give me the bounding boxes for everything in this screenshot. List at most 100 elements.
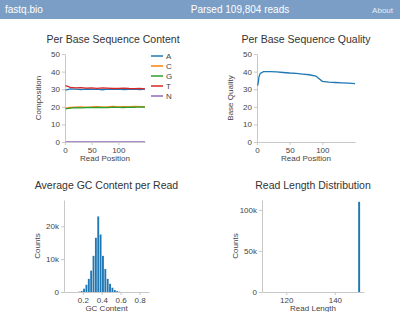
histogram-bar: [81, 291, 83, 292]
tick-mark: [254, 142, 257, 143]
legend-swatch: [151, 85, 163, 87]
about-link[interactable]: About: [372, 6, 394, 15]
legend-label: A: [166, 52, 172, 61]
tick: 120: [280, 292, 294, 305]
tick-mark: [61, 226, 64, 227]
tick-label: 100k: [240, 206, 258, 215]
tick: 140: [329, 292, 343, 305]
tick-label: 20k: [46, 222, 60, 231]
chart: 05010001020304050ACGTNPer Base Sequence …: [34, 33, 180, 163]
tick-label: 0: [255, 146, 260, 155]
tick-mark: [290, 142, 291, 145]
tick-mark: [62, 142, 65, 143]
tick-mark: [254, 124, 257, 125]
tick-mark: [254, 54, 257, 55]
tick: 50: [243, 50, 257, 59]
legend-swatch: [151, 75, 163, 77]
tick-mark: [254, 72, 257, 73]
tick-mark: [61, 259, 64, 260]
tick-mark: [62, 124, 65, 125]
tick-label: 0: [248, 138, 253, 147]
x-axis-title: Read Length: [290, 304, 336, 312]
header-bar: [0, 0, 400, 19]
tick-label: 10: [243, 120, 252, 129]
tick-label: 50k: [244, 247, 258, 256]
tick-mark: [83, 292, 84, 295]
legend-label: C: [166, 62, 172, 71]
tick: 50: [286, 142, 295, 155]
axis-line: [66, 142, 146, 143]
tick-mark: [118, 142, 119, 145]
tick: 30: [243, 85, 257, 94]
chart: 120140050k100kRead Length DistributionRe…: [231, 179, 371, 312]
y-axis: 0 50k 100k: [240, 201, 263, 298]
page: fastq.bioParsed 109,804 readsAbout050100…: [0, 0, 400, 312]
y-axis: 01020304050: [51, 50, 65, 147]
tick: 100: [316, 142, 330, 155]
tick-mark: [62, 89, 65, 90]
tick: 20: [243, 103, 257, 112]
y-axis-title: Counts: [231, 233, 240, 258]
tick: 0: [55, 288, 64, 297]
histogram-bar: [97, 216, 99, 292]
tick-mark: [121, 292, 122, 295]
histogram-bar: [107, 279, 109, 292]
tick: 0: [56, 138, 65, 147]
tick: 0: [63, 142, 68, 155]
tick: 0.6: [116, 292, 128, 305]
histogram-bar: [93, 256, 95, 292]
tick-label: 0.8: [134, 296, 146, 305]
histogram-bar: [114, 290, 116, 292]
tick: 0: [248, 138, 257, 147]
series-line: [66, 107, 145, 109]
tick-mark: [62, 72, 65, 73]
histogram-bar: [83, 289, 85, 292]
tick: 20: [51, 103, 65, 112]
tick: 50k: [244, 247, 262, 256]
tick-mark: [259, 210, 262, 211]
chart: 0.2 0.4 0.6 0.8 010k20k Average GC Content pe…: [33, 179, 178, 312]
x-axis: 0.2 0.4 0.6 0.8: [65, 292, 150, 305]
tick: 0: [253, 288, 262, 297]
tick-label: 40: [51, 68, 60, 77]
y-axis-title: Composition: [34, 76, 43, 120]
x-axis: 050100: [63, 142, 145, 155]
chart-title: Per Base Sequence Quality: [242, 33, 372, 45]
chart-title: Average GC Content per Read: [35, 179, 179, 191]
tick: 50: [51, 50, 65, 59]
tick-label: 0: [253, 288, 258, 297]
histogram-bar: [95, 238, 97, 292]
histogram-bar: [78, 291, 80, 292]
legend-swatch: [151, 65, 163, 67]
tick-label: 0: [56, 138, 61, 147]
tick: 50: [88, 142, 97, 155]
tick: 0.8: [134, 292, 146, 305]
tick: 0: [255, 142, 260, 155]
y-axis: 010k20k: [46, 201, 64, 298]
plot-area: [258, 72, 355, 86]
brand[interactable]: fastq.bio: [5, 4, 43, 15]
histogram-bar: [116, 291, 118, 292]
axis-line: [65, 55, 66, 143]
tick: 0.2: [78, 292, 90, 305]
tick: 0.4: [97, 292, 109, 305]
y-axis-title: Counts: [33, 233, 42, 258]
tick-label: 50: [243, 50, 252, 59]
x-axis-title: Read Position: [80, 154, 130, 163]
tick-mark: [286, 292, 287, 295]
tick-label: 0: [55, 288, 60, 297]
tick-label: 50: [51, 50, 60, 59]
histogram-bar: [119, 291, 121, 292]
tick-mark: [61, 292, 64, 293]
histogram-bar: [109, 284, 111, 292]
axis-line: [257, 55, 258, 143]
series-line: [66, 141, 145, 142]
tick-label: 30: [51, 85, 60, 94]
tick-label: 40: [243, 68, 252, 77]
tick-mark: [254, 89, 257, 90]
legend-swatch: [151, 95, 163, 97]
tick-label: 0: [63, 146, 68, 155]
tick: 100k: [240, 206, 262, 215]
series-line: [66, 106, 145, 108]
x-axis: 0 50 100: [255, 142, 355, 155]
